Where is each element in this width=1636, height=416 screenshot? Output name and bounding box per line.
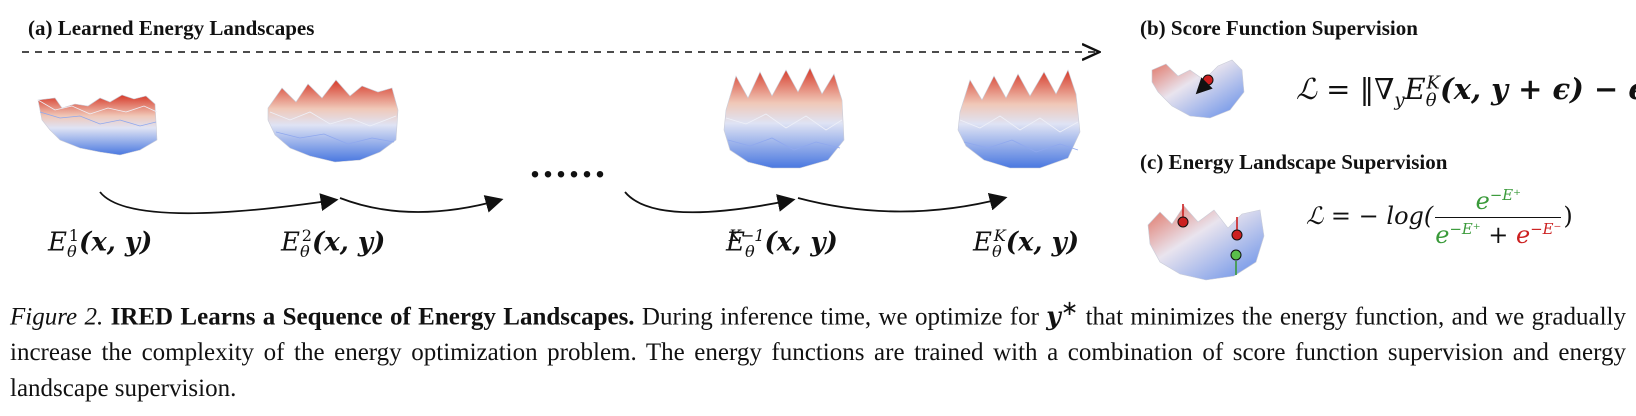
figure-caption: Figure 2. IRED Learns a Sequence of Ener… [10, 290, 1626, 407]
energy-supervision-landscape [1147, 204, 1265, 281]
caption-label: Figure 2. [10, 303, 104, 331]
energy-landscape-K [957, 69, 1081, 169]
caption-variable: y [1046, 301, 1061, 331]
score-loss-equation: ℒ = ‖∇yEθK(x, y + ϵ) − ϵ‖ [1296, 72, 1636, 111]
negative-sample-2 [1231, 229, 1243, 241]
figure: (a) Learned Energy Landscapes (b) Score … [22, 0, 1636, 281]
energy-loss-fraction: e−E⁺ e−E⁺ + e−E⁻ [1435, 186, 1562, 249]
energy-label-K: EθK(x, y) [973, 226, 1080, 261]
figure-canvas [22, 0, 1265, 281]
transition-arrow-1 [99, 191, 339, 215]
transition-arrow-2 [339, 195, 504, 213]
energy-label-2: Eθ2(x, y) [281, 226, 386, 261]
energy-label-1: Eθ1(x, y) [48, 226, 153, 261]
score-sample-point [1202, 74, 1214, 86]
positive-sample [1230, 249, 1242, 261]
energy-landscape-1 [37, 94, 158, 156]
ellipsis: ...... [530, 141, 608, 186]
caption-title: IRED Learns a Sequence of Energy Landsca… [110, 303, 635, 331]
score-gradient-arrow [1195, 77, 1213, 95]
caption-text-2: that minimizes the energy function, and … [10, 303, 1626, 403]
caption-variable-sup: ∗ [1060, 296, 1079, 320]
panel-a-title: (a) Learned Energy Landscapes [28, 16, 315, 40]
negative-sample-1 [1177, 216, 1189, 228]
energy-loss-equation: ℒ = − log(e−E⁺ e−E⁺ + e−E⁻) [1306, 186, 1573, 249]
score-landscape [1151, 59, 1245, 119]
energy-label-K-minus-1: EθK−1(x, y) [726, 226, 838, 261]
energy-landscape-K-minus-1 [723, 67, 845, 169]
transition-arrow-4 [797, 192, 1008, 213]
transition-arrow-3 [624, 191, 796, 214]
panel-c-title: (c) Energy Landscape Supervision [1140, 150, 1448, 174]
caption-text-1: During inference time, we optimize for [634, 303, 1047, 331]
energy-landscape-2 [267, 79, 399, 163]
panel-b-title: (b) Score Function Supervision [1140, 16, 1418, 40]
